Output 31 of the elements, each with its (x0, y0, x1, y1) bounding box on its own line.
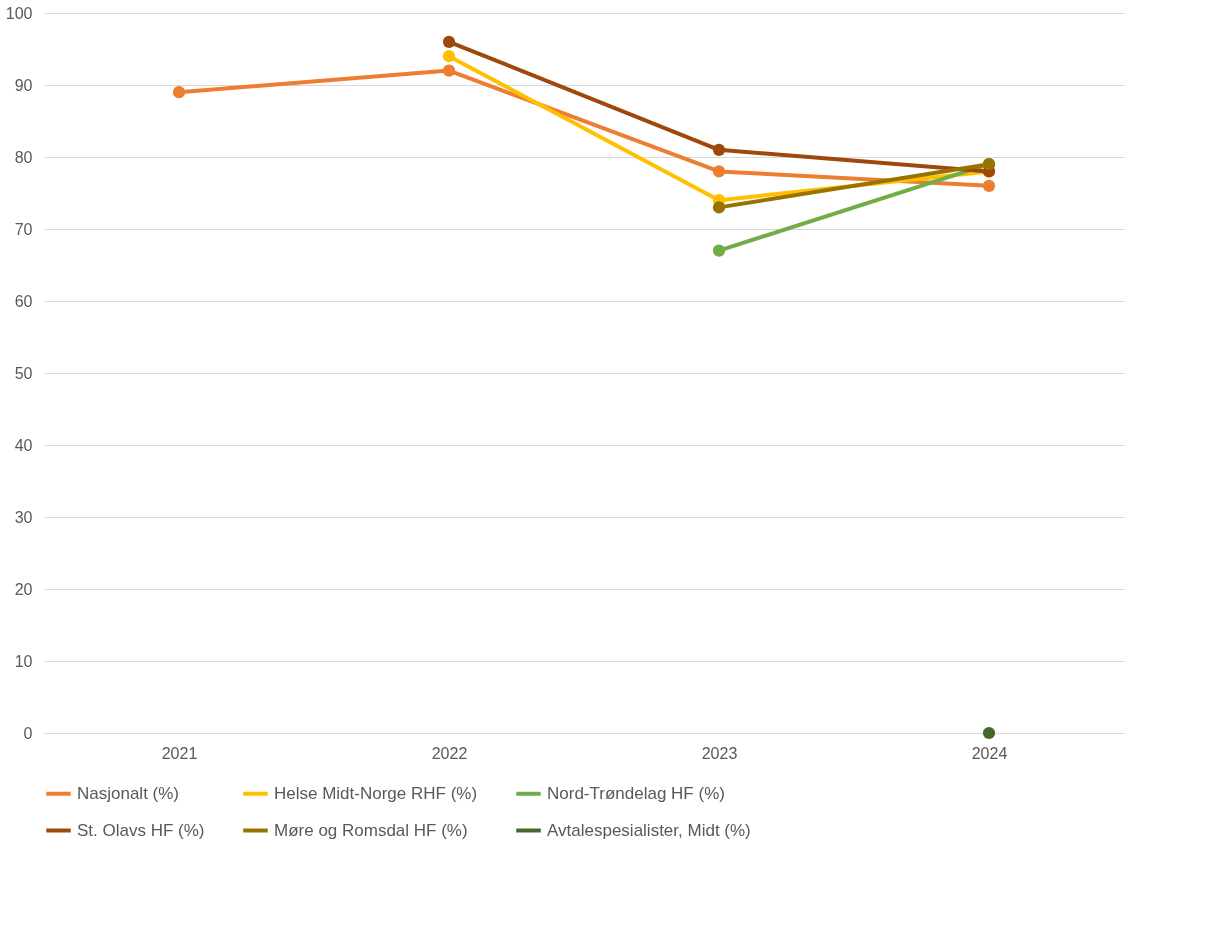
legend-label: Møre og Romsdal HF (%) (274, 820, 468, 840)
y-tick-label: 50 (14, 364, 33, 382)
legend-label: Avtalespesialister, Midt (%) (547, 820, 751, 840)
point (712, 201, 726, 214)
point (172, 86, 186, 99)
y-tick-label: 30 (14, 508, 33, 526)
legend-label: Nasjonalt (%) (77, 783, 180, 803)
y-tick-label: 0 (23, 724, 33, 742)
point (712, 143, 726, 156)
y-tick-label: 10 (14, 652, 33, 670)
point (442, 35, 456, 48)
legend-label: Helse Midt-Norge RHF (%) (274, 783, 478, 803)
point (712, 165, 726, 178)
x-tick-label: 2022 (431, 744, 468, 762)
x-tick-label: 2024 (971, 744, 1008, 762)
y-tick-label: 90 (14, 76, 33, 94)
y-tick-label: 60 (14, 292, 33, 310)
y-tick-label: 100 (5, 4, 33, 22)
point (982, 179, 996, 192)
legend-label: Nord-Trøndelag HF (%) (547, 783, 725, 803)
point (712, 244, 726, 257)
point (442, 50, 456, 63)
x-tick-label: 2023 (701, 744, 738, 762)
point (982, 726, 996, 740)
x-tick-label: 2021 (161, 744, 198, 762)
point (442, 64, 456, 77)
y-tick-label: 40 (14, 436, 33, 454)
legend-label: St. Olavs HF (%) (77, 820, 205, 840)
y-tick-label: 20 (14, 580, 33, 598)
y-tick-label: 80 (14, 148, 33, 166)
y-tick-label: 70 (14, 220, 33, 238)
